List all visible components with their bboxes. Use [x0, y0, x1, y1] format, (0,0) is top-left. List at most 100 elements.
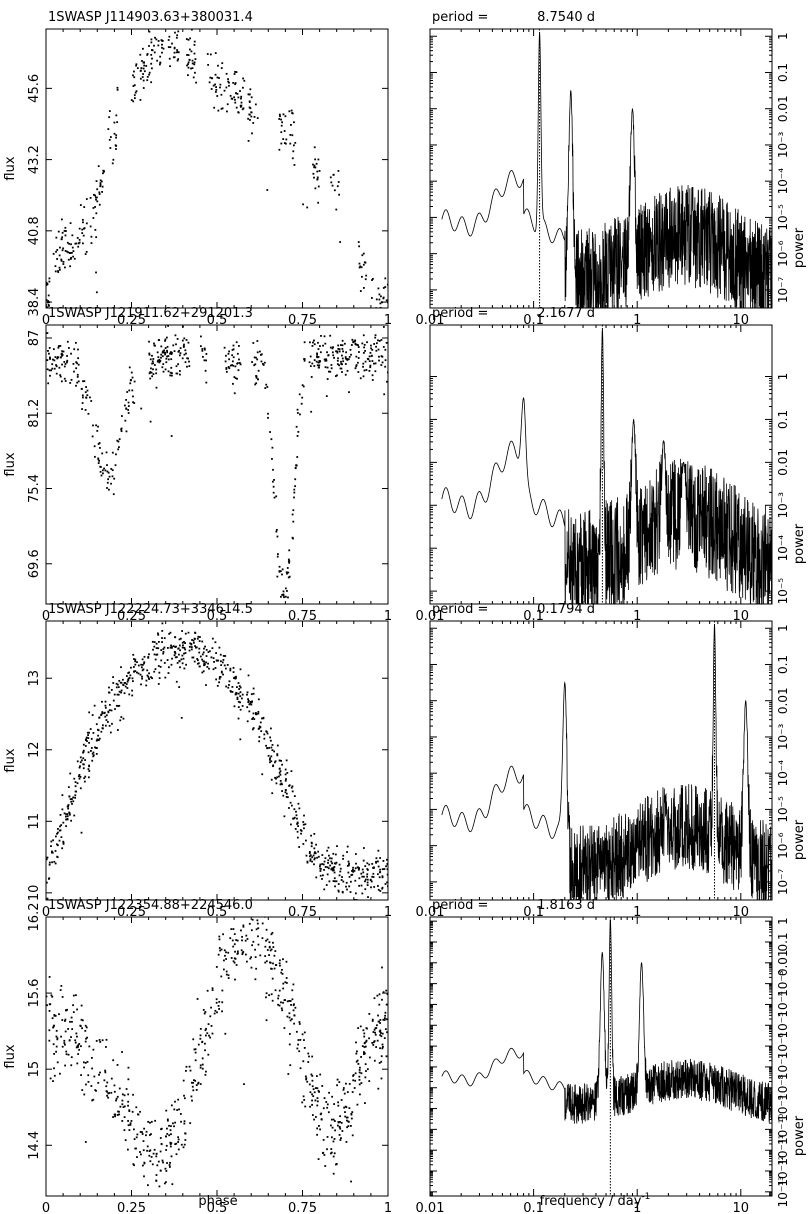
data-point: [166, 355, 168, 358]
data-point: [222, 673, 224, 676]
data-point: [312, 1095, 315, 1098]
power-tick-label: 10⁻³: [776, 724, 790, 751]
data-point: [234, 71, 236, 73]
data-point: [179, 666, 181, 669]
data-point: [372, 876, 375, 878]
data-point: [121, 415, 123, 417]
period-label: period =: [432, 602, 488, 617]
data-point: [282, 593, 285, 596]
data-point: [274, 989, 277, 992]
data-point: [341, 344, 344, 347]
data-point: [97, 462, 100, 464]
data-point: [197, 1081, 200, 1084]
data-point: [169, 65, 171, 68]
data-point: [63, 812, 66, 815]
data-point: [70, 800, 73, 803]
data-point: [79, 775, 82, 778]
data-point: [87, 768, 90, 771]
data-point: [379, 871, 382, 873]
data-point: [46, 283, 49, 286]
data-point: [368, 863, 371, 866]
data-point: [78, 774, 81, 776]
data-point: [344, 356, 347, 358]
data-point: [50, 369, 53, 372]
data-point: [323, 860, 326, 863]
data-point: [120, 681, 123, 684]
data-point: [345, 351, 348, 354]
data-point: [337, 889, 340, 892]
data-point: [89, 225, 92, 228]
data-point: [230, 957, 233, 959]
data-point: [306, 861, 309, 864]
data-point: [253, 116, 256, 118]
data-point: [167, 39, 170, 41]
data-point: [166, 1162, 168, 1164]
data-point: [178, 644, 181, 647]
data-point: [108, 703, 111, 706]
data-point: [60, 836, 63, 839]
flux-tick-label: 13: [27, 670, 42, 687]
data-point: [379, 1019, 382, 1021]
data-point: [358, 1071, 361, 1074]
data-point: [312, 172, 315, 175]
data-point: [74, 1039, 77, 1042]
data-point: [332, 174, 335, 176]
data-point: [337, 347, 340, 350]
data-point: [350, 344, 353, 346]
data-point: [146, 54, 149, 56]
data-point: [117, 705, 119, 707]
data-point: [62, 841, 65, 844]
data-point: [187, 38, 190, 41]
data-point: [133, 658, 135, 660]
data-point: [113, 1113, 116, 1116]
data-point: [102, 472, 104, 475]
phase-tick-label: 0.75: [288, 905, 317, 920]
data-point: [133, 1128, 135, 1131]
data-point: [86, 1060, 89, 1063]
data-point: [363, 1053, 365, 1056]
data-point: [225, 973, 228, 976]
data-point: [316, 178, 319, 181]
data-point: [149, 358, 152, 361]
data-point: [225, 72, 228, 75]
data-point: [134, 663, 137, 666]
data-point: [318, 1090, 320, 1093]
data-point: [58, 366, 61, 369]
data-point: [95, 236, 98, 239]
data-point: [199, 1064, 202, 1067]
data-point: [177, 30, 180, 33]
data-point: [84, 391, 87, 394]
data-point: [313, 847, 316, 850]
data-point: [75, 994, 77, 997]
data-point: [91, 752, 94, 755]
power-tick-label: 10⁻⁴: [776, 991, 790, 1018]
data-point: [326, 1106, 329, 1109]
data-point: [173, 350, 176, 353]
data-point: [155, 1179, 158, 1182]
data-point: [364, 1076, 367, 1079]
data-point: [179, 649, 181, 652]
data-point: [317, 158, 320, 161]
data-point: [339, 1139, 342, 1141]
data-point: [147, 656, 150, 658]
data-point: [148, 353, 151, 356]
data-point: [316, 1127, 319, 1130]
data-point: [344, 363, 347, 365]
data-point: [216, 95, 219, 97]
data-point: [380, 364, 383, 366]
data-point: [147, 675, 150, 678]
data-point: [118, 446, 120, 449]
data-point: [98, 716, 101, 719]
data-point: [113, 1084, 116, 1087]
data-point: [346, 359, 349, 361]
data-point: [207, 662, 209, 665]
data-point: [62, 842, 65, 845]
data-point: [178, 373, 181, 376]
data-point: [185, 1065, 188, 1068]
data-point: [347, 871, 350, 874]
data-point: [260, 360, 263, 363]
data-point: [155, 1155, 158, 1158]
data-point: [307, 1061, 310, 1063]
data-point: [377, 888, 380, 891]
data-point: [150, 1156, 153, 1158]
